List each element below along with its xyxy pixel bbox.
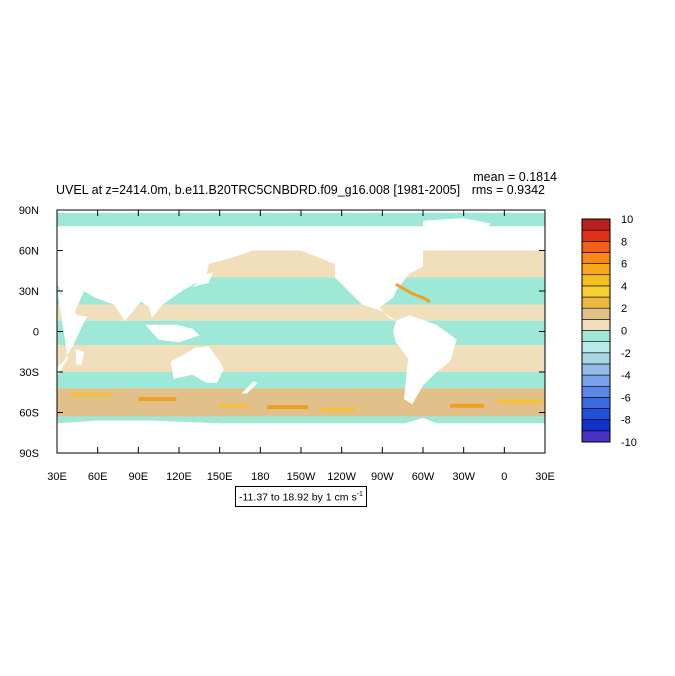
colorbar-cell [581,319,611,331]
acc-streak [267,405,308,410]
colorbar-label: 2 [621,303,627,315]
colorbar-cell [581,330,611,342]
colorbar-cell [581,430,611,443]
acc-streak [70,392,112,397]
x-tick-label: 90E [129,471,149,483]
colorbar-label: -2 [621,348,631,360]
colorbar-label: 6 [621,259,627,271]
colorbar-label: -6 [621,392,631,404]
colorbar-cell [581,241,611,253]
band-equatorial [57,320,545,345]
colorbar-cell [581,274,611,287]
chart-title: UVEL at z=2414.0m, b.e11.B20TRC5CNBDRD.f… [56,183,461,197]
colorbar-cell [581,419,611,432]
colorbar-label: -8 [621,415,631,427]
colorbar-label: 10 [621,214,633,226]
y-tick-label: 90S [19,448,39,460]
y-tick-label: 30N [19,286,39,298]
acc-streak [497,399,543,404]
y-tick-label: 30S [19,367,39,379]
range-label: -11.37 to 18.92 by 1 cm s-1 [235,486,367,507]
colorbar-cell [581,408,611,420]
colorbar-label: 0 [621,326,627,338]
land-north-america [273,226,423,321]
land-greenland [423,218,491,251]
colorbar-cell [581,363,611,376]
ocean-field [43,207,545,453]
colorbar-cell [581,229,611,242]
colorbar-label: 8 [621,236,627,248]
x-tick-label: 90W [371,471,394,483]
land-australia [170,346,224,383]
x-tick-label: 0 [501,471,507,483]
x-tick-label: 30E [47,471,67,483]
land-eurasia [57,230,274,321]
colorbar-cell [581,374,611,387]
land-indonesia [145,324,207,343]
land-japan [192,272,213,287]
north-atlantic-boundary-current [395,282,431,304]
colorbar-cell [581,263,611,276]
mean-label: mean = 0.1814 [473,170,557,184]
colorbar-frame [581,218,611,443]
acc-streak [138,397,177,401]
colorbar-label: 4 [621,281,627,293]
x-tick-label: 30E [535,471,555,483]
range-text: -11.37 to 18.92 by 1 cm s [239,491,357,504]
x-tick-label: 120W [327,471,356,483]
land-new-zealand [241,381,258,394]
band-acc [57,388,545,417]
y-tick-label: 60N [19,246,39,258]
y-tick-label: 60S [19,408,39,420]
acc-streak [450,403,484,408]
colorbar-cell [581,285,611,298]
x-tick-label: 60E [88,471,108,483]
band-north-tropical [57,304,545,321]
colorbar-cell [581,296,611,309]
land-africa [43,288,87,379]
band-south-tropical [57,345,545,372]
x-tick-label: 30W [452,471,475,483]
land-south-america [393,315,457,405]
y-tick-label: 90N [19,205,39,217]
x-tick-label: 150W [287,471,316,483]
band-south-subtropical [57,372,545,389]
colorbar-cell [581,352,611,365]
colorbar-cell [581,397,611,409]
colorbar-cell [581,385,611,398]
y-tick-label: 0 [33,327,39,339]
x-tick-label: 150E [207,471,233,483]
rms-label: rms = 0.9342 [471,183,545,197]
acc-streak [219,403,247,408]
colorbar-cell [581,341,611,354]
colorbar-label: -4 [621,370,631,382]
land-antarctica [57,417,545,453]
range-unit-exponent: -1 [356,491,363,498]
colorbar-cell [581,307,611,320]
band-antarctic-margin [57,416,545,424]
colorbar-cell [581,218,611,231]
x-tick-label: 60W [412,471,435,483]
acc-streak [321,407,356,412]
x-tick-label: 120E [166,471,192,483]
x-tick-label: 180 [251,471,269,483]
colorbar-label: -10 [621,437,637,449]
colorbar-cell [581,252,611,264]
land-madagascar [75,349,85,366]
